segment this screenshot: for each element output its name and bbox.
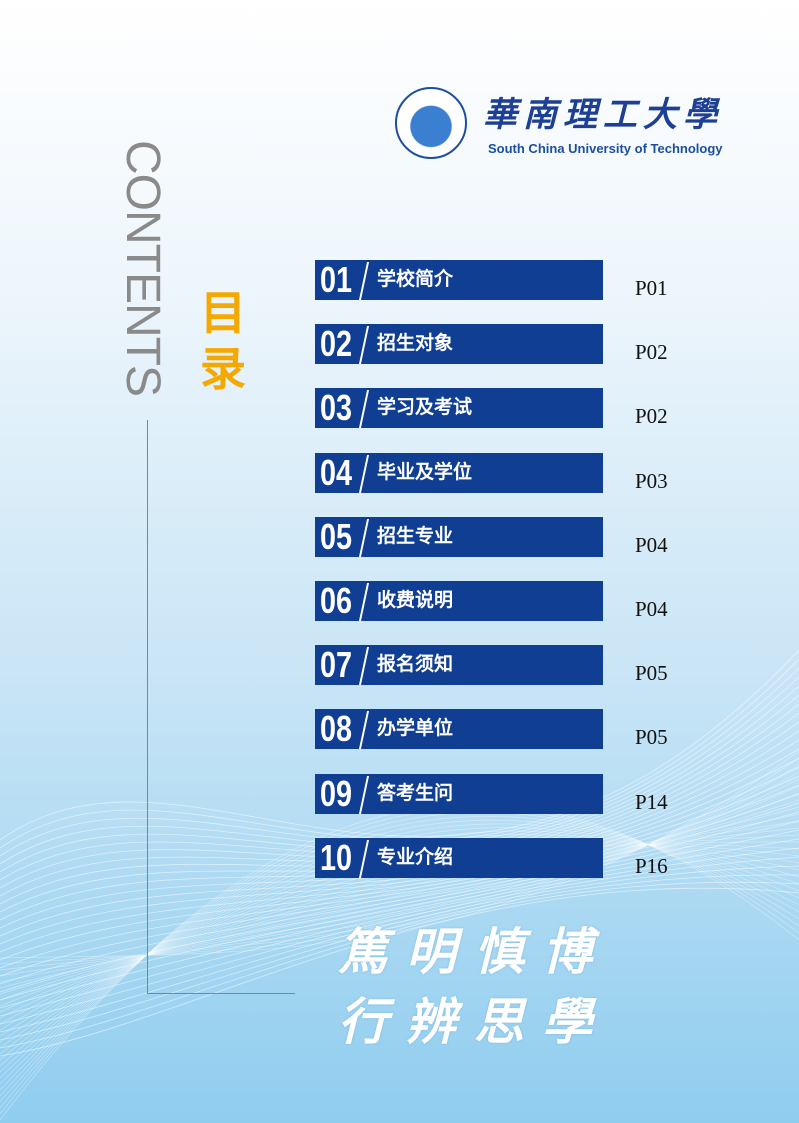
toc-number: 03 xyxy=(320,387,353,429)
slash-divider xyxy=(358,647,370,686)
vertical-divider xyxy=(147,420,148,993)
toc-title: 答考生问 xyxy=(377,781,454,804)
toc-page-number: P16 xyxy=(635,853,668,878)
university-seal-icon xyxy=(395,87,467,159)
toc-title: 毕业及学位 xyxy=(377,460,473,483)
toc-item-09[interactable]: 09 答考生问 xyxy=(315,772,603,814)
slash-divider xyxy=(358,262,370,300)
slash-divider xyxy=(358,775,370,814)
toc-page-number: P05 xyxy=(635,661,668,686)
toc-title: 办学单位 xyxy=(377,717,454,740)
toc-page-number: P03 xyxy=(635,468,668,493)
university-name-cn: 華南理工大學 xyxy=(483,95,723,135)
horizontal-divider xyxy=(147,993,295,994)
university-name-en: South China University of Technology xyxy=(488,141,723,156)
toc-number: 01 xyxy=(320,259,353,300)
toc-page-number: P04 xyxy=(635,597,668,621)
contents-label: CONTENTS xyxy=(116,140,169,396)
toc-page-number: P02 xyxy=(635,340,668,365)
toc-number: 05 xyxy=(320,515,353,557)
mulu-heading: 目录 xyxy=(200,286,246,396)
slash-divider xyxy=(358,390,370,429)
toc-title: 学校简介 xyxy=(377,268,454,290)
toc-page-number: P02 xyxy=(635,404,668,429)
toc-page-number: P01 xyxy=(635,276,668,300)
toc-item-04[interactable]: 04 毕业及学位 xyxy=(315,451,603,493)
toc-number: 07 xyxy=(320,644,353,686)
motto-line-2: 行辨思學 xyxy=(338,992,610,1051)
toc-item-08[interactable]: 08 办学单位 xyxy=(315,708,603,750)
toc-page-number: P14 xyxy=(635,789,668,814)
slash-divider xyxy=(358,518,370,557)
university-logo: 華南理工大學 South China University of Technol… xyxy=(395,85,725,165)
toc-page-number: P05 xyxy=(635,725,668,750)
toc-item-10[interactable]: 10 专业介绍 xyxy=(315,836,603,878)
toc-page-number: P04 xyxy=(635,532,668,557)
slash-divider xyxy=(358,326,370,365)
toc-item-07[interactable]: 07 报名须知 xyxy=(315,644,603,686)
slash-divider xyxy=(358,454,370,493)
toc-item-03[interactable]: 03 学习及考试 xyxy=(315,387,603,429)
toc-title: 招生专业 xyxy=(377,524,454,547)
toc-number: 10 xyxy=(320,836,353,878)
toc-number: 08 xyxy=(320,708,353,750)
motto-line-1: 篤明慎博 xyxy=(338,922,610,981)
toc-title: 学习及考试 xyxy=(377,396,473,419)
toc-title: 专业介绍 xyxy=(377,845,454,868)
toc-title: 报名须知 xyxy=(377,653,454,676)
slash-divider xyxy=(358,583,370,621)
toc-item-05[interactable]: 05 招生专业 xyxy=(315,515,603,557)
toc-title: 招生对象 xyxy=(377,332,454,355)
toc-number: 02 xyxy=(320,323,353,365)
toc-title: 收费说明 xyxy=(377,589,454,611)
toc-item-06[interactable]: 06 收费说明 xyxy=(315,581,603,621)
toc-item-02[interactable]: 02 招生对象 xyxy=(315,323,603,365)
toc-item-01[interactable]: 01 学校简介 xyxy=(315,260,603,300)
toc-number: 04 xyxy=(320,451,353,493)
slash-divider xyxy=(358,711,370,750)
slash-divider xyxy=(358,839,370,878)
toc-number: 09 xyxy=(320,772,353,814)
toc-number: 06 xyxy=(320,580,353,621)
